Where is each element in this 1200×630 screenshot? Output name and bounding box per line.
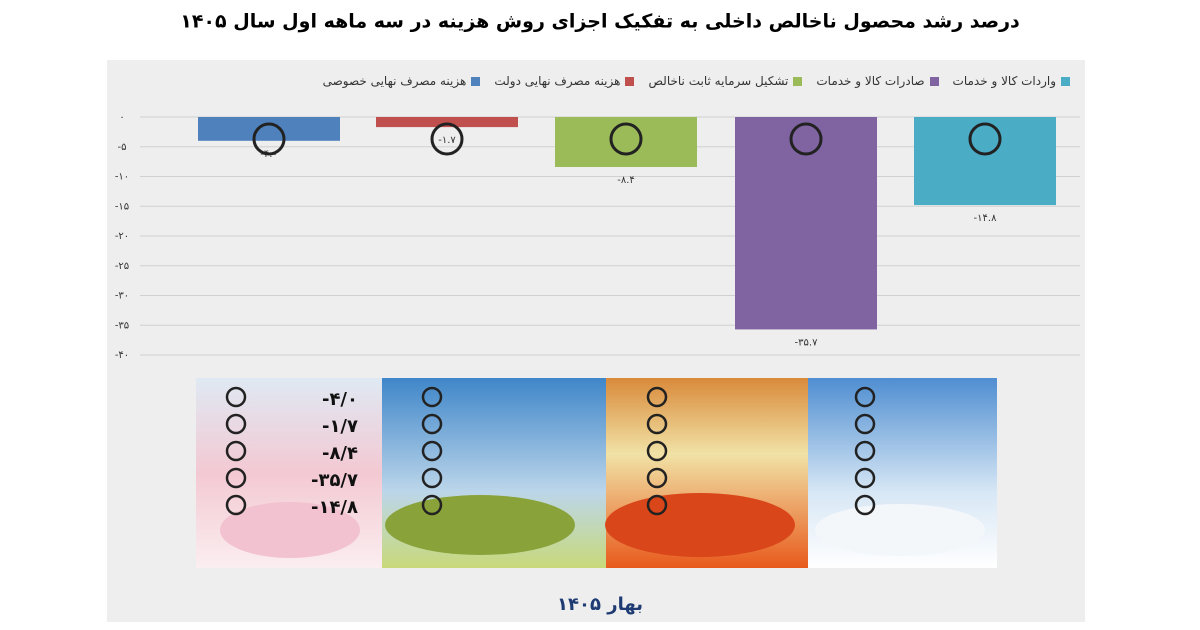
y-tick-label: -۲۵ (115, 261, 129, 272)
panel-icon (225, 494, 247, 516)
bar (735, 117, 877, 330)
legend-swatch (929, 76, 939, 86)
y-tick-label: ۰ (119, 112, 124, 123)
legend-label: صادرات کالا و خدمات (816, 74, 925, 88)
legend-swatch (471, 76, 481, 86)
panel-value: -۸/۴ (322, 443, 358, 464)
legend-item: تشکیل سرمایه ثابت ناخالص (648, 74, 803, 88)
panel-icon (646, 386, 668, 408)
legend-swatch (625, 76, 635, 86)
panel-icon (646, 467, 668, 489)
panel-icon (225, 386, 247, 408)
panel-icon (854, 413, 876, 435)
bar (198, 117, 340, 141)
y-tick-label: -۲۰ (115, 231, 129, 242)
panel-icon (421, 440, 443, 462)
panel-icon (421, 467, 443, 489)
value-label: -۸.۴ (617, 175, 635, 186)
bar-icon (430, 122, 464, 156)
chart-title: درصد رشد محصول ناخالص داخلی به تفکیک اجز… (180, 11, 1020, 33)
bar-icon (252, 122, 286, 156)
panel-icon (854, 467, 876, 489)
panel-icon (646, 494, 668, 516)
y-tick-label: -۴۰ (115, 350, 129, 361)
tree (815, 504, 985, 556)
legend-item: واردات کالا و خدمات (953, 74, 1070, 88)
bar (914, 117, 1056, 206)
season-panel (196, 378, 997, 568)
y-tick-label: -۳۰ (115, 291, 129, 302)
tree (220, 502, 360, 558)
panel-value: -۳۵/۷ (311, 470, 358, 491)
panel-icon (225, 467, 247, 489)
legend-label: هزینه مصرف نهایی خصوصی (322, 74, 467, 88)
panel-icon (646, 413, 668, 435)
bar-icon (968, 122, 1002, 156)
panel-caption: بهار ۱۴۰۵ (557, 594, 643, 615)
panel-icon (421, 413, 443, 435)
panel-icon (225, 440, 247, 462)
panel-icon (225, 413, 247, 435)
legend-label: تشکیل سرمایه ثابت ناخالص (648, 74, 789, 88)
panel-value: -۱/۷ (322, 416, 358, 437)
panel-icon (854, 440, 876, 462)
bar-icon (609, 122, 643, 156)
y-tick-label: -۱۰ (115, 172, 129, 183)
panel-value: -۴/۰ (322, 389, 358, 410)
y-tick-label: -۵ (118, 142, 127, 153)
tree (385, 495, 575, 555)
tree (605, 493, 795, 557)
bar-icon (789, 122, 823, 156)
legend-swatch (793, 76, 803, 86)
panel-icon (646, 440, 668, 462)
panel-icon (421, 494, 443, 516)
panel-icon (854, 386, 876, 408)
panel-icon (421, 386, 443, 408)
legend-item: هزینه مصرف نهایی دولت (494, 74, 635, 88)
legend-item: هزینه مصرف نهایی خصوصی (323, 74, 481, 88)
legend: هزینه مصرف نهایی خصوصی هزینه مصرف نهایی د… (120, 74, 1070, 88)
legend-label: هزینه مصرف نهایی دولت (494, 74, 621, 88)
y-tick-label: -۱۵ (115, 201, 129, 212)
legend-label: واردات کالا و خدمات (952, 74, 1056, 88)
panel-value: -۱۴/۸ (311, 497, 358, 518)
legend-item: صادرات کالا و خدمات (816, 74, 939, 88)
value-label: -۳۵.۷ (795, 337, 819, 348)
bar (376, 117, 518, 128)
value-label: -۱.۷ (438, 135, 456, 146)
y-tick-label: -۳۵ (115, 320, 129, 331)
panel-icon (854, 494, 876, 516)
value-label: -۱۴.۸ (974, 213, 998, 224)
legend-swatch (1061, 76, 1070, 86)
